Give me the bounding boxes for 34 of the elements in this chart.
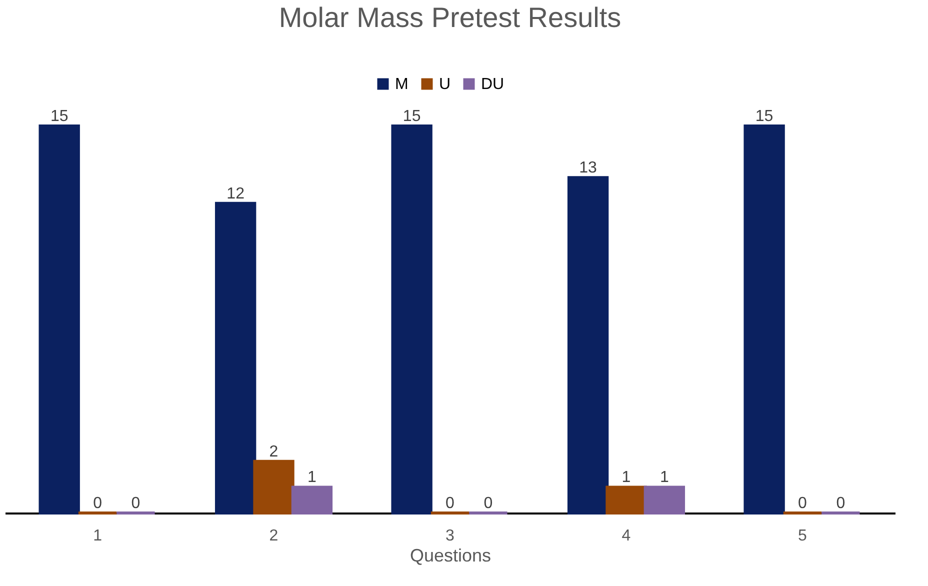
data-label: 2 (269, 443, 278, 460)
data-label: 12 (226, 185, 245, 202)
data-label: 0 (836, 495, 846, 512)
bar (391, 124, 432, 514)
data-label: 0 (798, 495, 808, 512)
bar (214, 202, 256, 514)
bar (644, 486, 686, 514)
x-tick-label: 1 (93, 528, 102, 544)
bar (606, 486, 647, 514)
x-axis-title: Questions (410, 546, 492, 566)
data-label: 15 (50, 108, 68, 125)
bar (744, 124, 785, 514)
x-tick-label: 4 (622, 528, 631, 544)
data-label: 0 (131, 495, 140, 512)
data-label: 15 (755, 108, 774, 125)
data-label: 13 (579, 160, 598, 177)
bar (253, 460, 294, 514)
data-label: 0 (93, 495, 102, 512)
chart-title: Molar Mass Pretest Results (278, 2, 622, 33)
bar (291, 486, 333, 514)
data-label: 1 (307, 469, 316, 486)
legend-label: U (439, 76, 451, 93)
data-label: 15 (402, 108, 421, 125)
data-label: 0 (484, 495, 493, 512)
data-label: 1 (622, 469, 631, 486)
bar (567, 176, 609, 514)
data-label: 1 (660, 469, 669, 486)
x-tick-label: 5 (798, 528, 808, 544)
x-tick-label: 2 (269, 528, 278, 544)
x-tick-label: 3 (446, 528, 455, 544)
legend-label: DU (481, 76, 504, 93)
legend-label: M (395, 76, 408, 93)
data-label: 0 (446, 495, 455, 512)
bar (38, 124, 80, 514)
